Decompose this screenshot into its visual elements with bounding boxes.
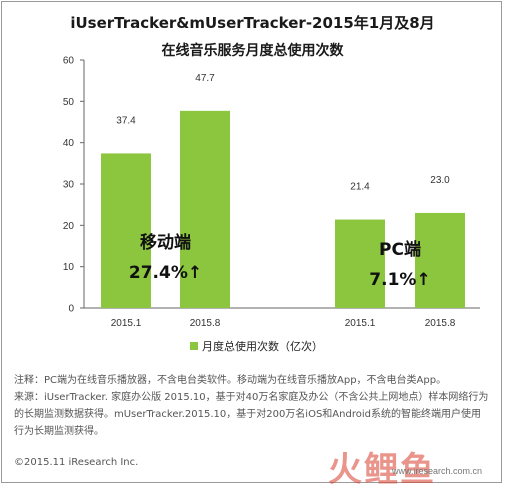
- legend: 月度总使用次数（亿次）: [190, 338, 323, 354]
- y-tick-label: 0: [68, 304, 74, 315]
- watermark-logo: 火鲤鱼: [328, 450, 436, 490]
- x-tick-label: 2015.8: [190, 318, 221, 329]
- watermark-url: www.iresearch.com.cn: [392, 466, 483, 476]
- x-tick-label: 2015.1: [111, 318, 142, 329]
- annotation-growth: 27.4%↑: [129, 263, 202, 283]
- bar: [335, 219, 385, 308]
- x-tick-label: 2015.8: [425, 318, 456, 329]
- y-tick-label: 60: [63, 56, 75, 67]
- bar: [101, 153, 151, 308]
- y-tick-label: 50: [63, 97, 75, 108]
- source-text: 来源：iUserTracker. 家庭办公版 2015.10，基于对40万名家庭…: [14, 392, 489, 437]
- annotation-growth: 7.1%↑: [369, 270, 430, 290]
- y-tick-label: 10: [63, 262, 75, 273]
- bar-value-label: 47.7: [195, 73, 215, 84]
- legend-swatch: [190, 342, 198, 350]
- legend-label: 月度总使用次数（亿次）: [202, 340, 323, 353]
- y-tick-label: 30: [63, 180, 75, 191]
- chart-frame: [1, 1, 502, 483]
- bar-value-label: 23.0: [430, 175, 450, 186]
- bar-value-label: 37.4: [116, 115, 136, 126]
- annotation-label: PC端: [379, 239, 421, 260]
- y-tick-label: 20: [63, 221, 75, 232]
- chart-subtitle: 在线音乐服务月度总使用次数: [161, 43, 344, 59]
- chart-title: iUserTracker&mUserTracker-2015年1月及8月: [70, 14, 435, 32]
- copyright-text: ©2015.11 iResearch Inc.: [14, 457, 139, 468]
- x-tick-label: 2015.1: [345, 318, 376, 329]
- note-text: 注释：PC端为在线音乐播放器，不含电台类软件。移动端为在线音乐播放App，不含电…: [14, 375, 447, 386]
- bar: [180, 110, 230, 308]
- bar-value-label: 21.4: [350, 182, 370, 193]
- annotation-label: 移动端: [140, 232, 191, 253]
- y-tick-label: 40: [63, 138, 75, 149]
- bar: [415, 212, 465, 308]
